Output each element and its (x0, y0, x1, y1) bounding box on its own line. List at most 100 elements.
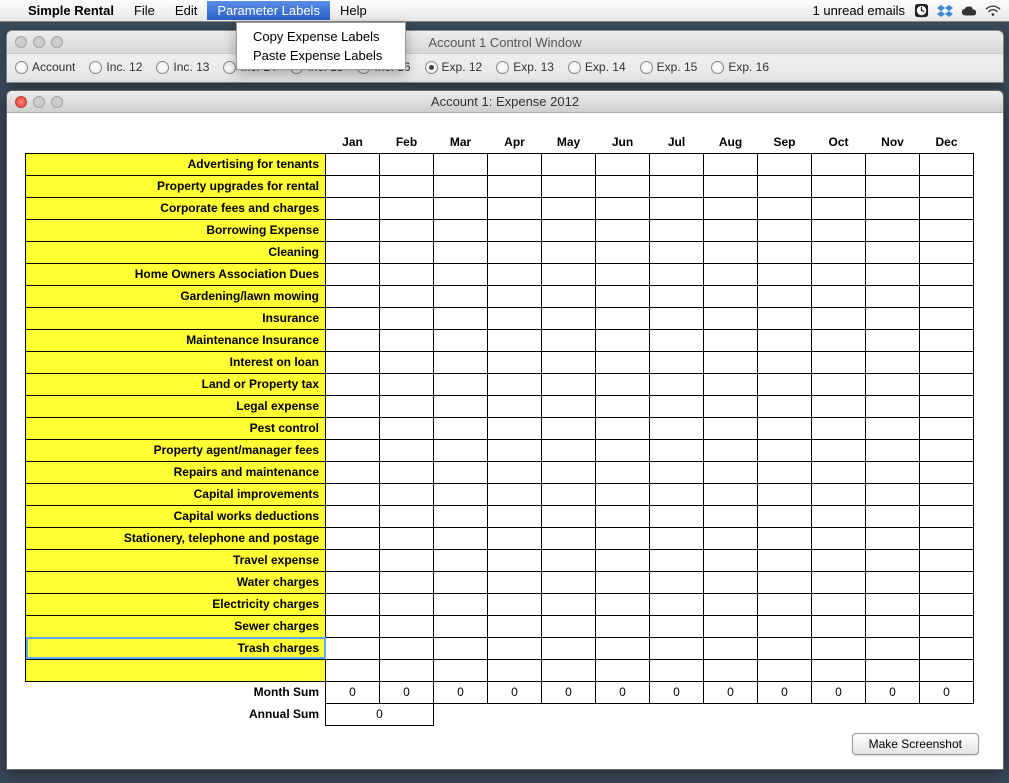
grid-cell[interactable] (542, 615, 596, 637)
row-label[interactable]: Sewer charges (26, 615, 326, 637)
grid-cell[interactable] (542, 285, 596, 307)
grid-cell[interactable] (434, 373, 488, 395)
grid-cell[interactable] (542, 527, 596, 549)
grid-cell[interactable] (596, 285, 650, 307)
grid-cell[interactable] (866, 263, 920, 285)
grid-cell[interactable] (380, 571, 434, 593)
grid-cell[interactable] (866, 615, 920, 637)
grid-cell[interactable] (596, 637, 650, 659)
cloud-icon[interactable] (961, 3, 977, 19)
grid-cell[interactable] (488, 373, 542, 395)
grid-cell[interactable] (488, 615, 542, 637)
grid-cell[interactable] (380, 153, 434, 175)
grid-cell[interactable] (866, 395, 920, 417)
close-icon[interactable] (15, 96, 27, 108)
grid-cell[interactable] (650, 219, 704, 241)
grid-cell[interactable] (866, 527, 920, 549)
grid-cell[interactable] (866, 637, 920, 659)
grid-cell[interactable] (488, 505, 542, 527)
grid-cell[interactable] (920, 219, 974, 241)
grid-cell[interactable] (650, 285, 704, 307)
grid-cell[interactable] (704, 615, 758, 637)
grid-cell[interactable] (596, 241, 650, 263)
grid-cell[interactable] (434, 307, 488, 329)
grid-cell[interactable] (758, 505, 812, 527)
grid-cell[interactable] (704, 439, 758, 461)
grid-cell[interactable] (596, 373, 650, 395)
row-label[interactable]: Travel expense (26, 549, 326, 571)
grid-cell[interactable] (866, 373, 920, 395)
grid-cell[interactable] (326, 417, 380, 439)
grid-cell[interactable] (920, 549, 974, 571)
grid-cell[interactable] (920, 263, 974, 285)
menu-parameter-labels[interactable]: Parameter Labels (207, 1, 330, 20)
grid-cell[interactable] (434, 439, 488, 461)
grid-cell[interactable] (434, 637, 488, 659)
grid-cell[interactable] (488, 285, 542, 307)
grid-cell[interactable] (812, 615, 866, 637)
grid-cell[interactable] (488, 307, 542, 329)
grid-cell[interactable] (704, 659, 758, 681)
grid-cell[interactable] (758, 549, 812, 571)
grid-cell[interactable] (488, 241, 542, 263)
grid-cell[interactable] (596, 351, 650, 373)
menu-edit[interactable]: Edit (165, 1, 207, 20)
grid-cell[interactable] (920, 461, 974, 483)
grid-cell[interactable] (920, 307, 974, 329)
grid-cell[interactable] (920, 527, 974, 549)
grid-cell[interactable] (596, 153, 650, 175)
grid-cell[interactable] (650, 241, 704, 263)
grid-cell[interactable] (488, 461, 542, 483)
row-label[interactable]: Property upgrades for rental (26, 175, 326, 197)
grid-cell[interactable] (704, 571, 758, 593)
grid-cell[interactable] (434, 483, 488, 505)
grid-cell[interactable] (542, 373, 596, 395)
grid-cell[interactable] (542, 175, 596, 197)
menu-file[interactable]: File (124, 1, 165, 20)
grid-cell[interactable] (542, 219, 596, 241)
grid-cell[interactable] (542, 241, 596, 263)
grid-cell[interactable] (380, 593, 434, 615)
grid-cell[interactable] (758, 417, 812, 439)
grid-cell[interactable] (380, 263, 434, 285)
grid-cell[interactable] (812, 461, 866, 483)
grid-cell[interactable] (758, 351, 812, 373)
grid-cell[interactable] (380, 307, 434, 329)
grid-cell[interactable] (434, 241, 488, 263)
radio-inc-13[interactable]: Inc. 13 (156, 60, 209, 74)
grid-cell[interactable] (866, 219, 920, 241)
grid-cell[interactable] (542, 637, 596, 659)
grid-cell[interactable] (650, 659, 704, 681)
grid-cell[interactable] (434, 615, 488, 637)
grid-cell[interactable] (596, 527, 650, 549)
grid-cell[interactable] (920, 373, 974, 395)
grid-cell[interactable] (704, 351, 758, 373)
grid-cell[interactable] (812, 197, 866, 219)
grid-cell[interactable] (542, 505, 596, 527)
row-label[interactable]: Property agent/manager fees (26, 439, 326, 461)
grid-cell[interactable] (920, 285, 974, 307)
grid-cell[interactable] (704, 527, 758, 549)
grid-cell[interactable] (542, 395, 596, 417)
grid-cell[interactable] (596, 329, 650, 351)
grid-cell[interactable] (488, 439, 542, 461)
grid-cell[interactable] (542, 197, 596, 219)
grid-cell[interactable] (434, 659, 488, 681)
grid-cell[interactable] (920, 351, 974, 373)
grid-cell[interactable] (650, 153, 704, 175)
grid-cell[interactable] (758, 307, 812, 329)
grid-cell[interactable] (758, 483, 812, 505)
grid-cell[interactable] (488, 571, 542, 593)
radio-exp-12[interactable]: Exp. 12 (425, 60, 483, 74)
grid-cell[interactable] (812, 505, 866, 527)
grid-cell[interactable] (704, 285, 758, 307)
grid-cell[interactable] (812, 395, 866, 417)
grid-cell[interactable] (704, 395, 758, 417)
grid-cell[interactable] (812, 153, 866, 175)
row-label[interactable]: Capital works deductions (26, 505, 326, 527)
row-label[interactable]: Gardening/lawn mowing (26, 285, 326, 307)
grid-cell[interactable] (380, 395, 434, 417)
grid-cell[interactable] (326, 395, 380, 417)
grid-cell[interactable] (812, 439, 866, 461)
grid-cell[interactable] (326, 571, 380, 593)
